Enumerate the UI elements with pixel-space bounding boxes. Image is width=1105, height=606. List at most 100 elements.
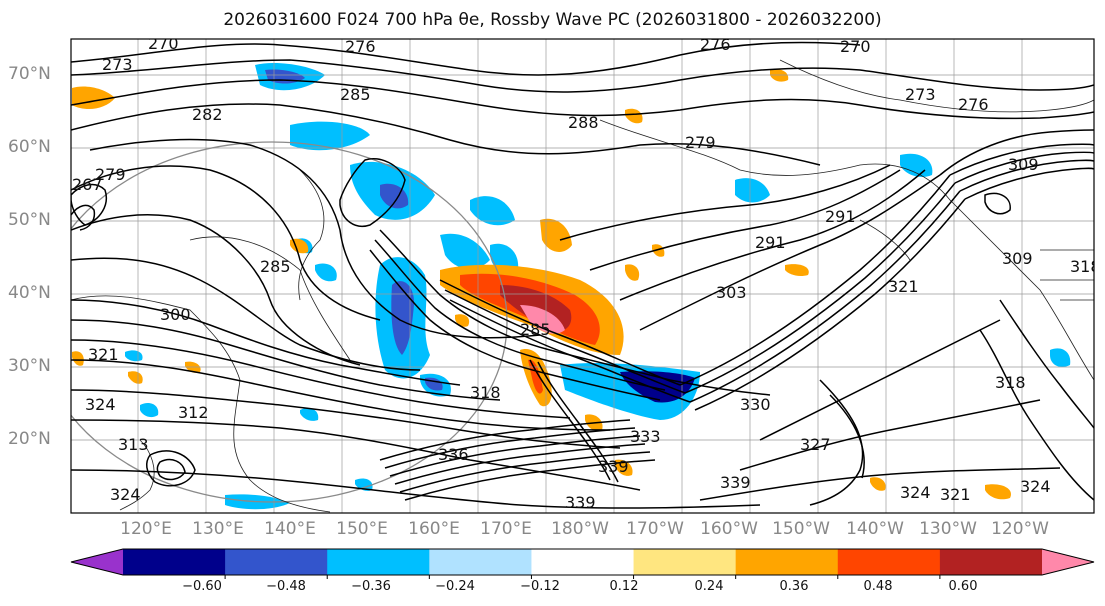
colorbar-segment xyxy=(123,549,226,575)
negative-anomaly-patch xyxy=(440,233,490,270)
colorbar-tick-label: 0.48 xyxy=(863,579,893,594)
contour-label: 324 xyxy=(110,485,141,504)
colorbar-segment xyxy=(429,549,532,575)
lon-label: 160°E xyxy=(408,519,460,539)
negative-anomaly-patch xyxy=(470,196,515,226)
lat-label: 50°N xyxy=(8,210,51,230)
colorbar-tick-label: 0.60 xyxy=(948,579,978,594)
contour-label: 318 xyxy=(470,383,501,402)
contour-label: 270 xyxy=(840,37,871,56)
contour-label: 276 xyxy=(958,95,989,114)
colorbar-segment xyxy=(735,549,839,575)
contour-labels: 270 276 276 270 273 285 288 282 279 273 … xyxy=(72,34,1101,512)
positive-anomaly-patch xyxy=(540,218,572,252)
positive-anomaly-patch xyxy=(652,244,665,257)
positive-anomaly-patch xyxy=(528,359,543,394)
positive-anomaly-patch xyxy=(770,69,789,82)
colorbar-tick-label: −0.36 xyxy=(351,579,391,594)
negative-anomaly-patch xyxy=(620,371,695,403)
lon-label: 140°E xyxy=(264,519,316,539)
positive-anomaly-patch xyxy=(455,314,470,327)
contour-label: 330 xyxy=(740,395,771,414)
positive-anomaly-patch xyxy=(128,371,143,384)
negative-anomaly-patch xyxy=(391,281,415,355)
plot-frame xyxy=(70,38,1095,514)
contour-label: 313 xyxy=(118,435,149,454)
contour-label: 312 xyxy=(178,403,209,422)
lon-label: 170°E xyxy=(480,519,532,539)
coastlines xyxy=(71,59,1094,513)
colorbar-tick-label: 0.36 xyxy=(779,579,809,594)
lat-label: 40°N xyxy=(8,283,51,303)
contour-label: 339 xyxy=(720,473,751,492)
contour-label: 324 xyxy=(900,483,931,502)
contour-label: 309 xyxy=(1008,155,1039,174)
contour-label: 339 xyxy=(598,457,629,476)
colorbar-segment xyxy=(225,549,328,575)
contour-label: 318 xyxy=(1070,257,1101,276)
colorbar-extend-max xyxy=(1042,549,1094,575)
contour-label: 282 xyxy=(192,105,223,124)
lon-label: 120°E xyxy=(120,519,172,539)
anomaly-fill-layer xyxy=(72,63,1071,510)
contour-label: 291 xyxy=(755,233,786,252)
colorbar-extend-min xyxy=(71,549,123,575)
positive-anomaly-patch xyxy=(870,477,886,491)
contour-label: 309 xyxy=(1002,249,1033,268)
contour-label: 336 xyxy=(438,445,469,464)
negative-anomaly-patch xyxy=(1050,348,1071,367)
lon-label: 150°W xyxy=(772,519,830,539)
contour-label: 300 xyxy=(160,305,191,324)
colorbar-tick-label: 0.24 xyxy=(694,579,724,594)
positive-anomaly-patch xyxy=(625,264,640,281)
colorbar-tick-label: −0.60 xyxy=(182,579,222,594)
lon-label: 130°W xyxy=(919,519,977,539)
colorbar-tick-label: −0.48 xyxy=(266,579,306,594)
lon-label: 180°W xyxy=(551,519,609,539)
contour-label: 273 xyxy=(905,85,936,104)
map-title: 2026031600 F024 700 hPa θe, Rossby Wave … xyxy=(223,10,882,30)
colorbar-segment xyxy=(633,549,737,575)
contour-label: 324 xyxy=(1020,477,1051,496)
contour-label: 291 xyxy=(825,207,856,226)
contour-label: 285 xyxy=(520,320,551,339)
negative-anomaly-patch xyxy=(735,178,770,203)
negative-anomaly-patch xyxy=(300,408,319,421)
lon-label: 130°E xyxy=(192,519,244,539)
contour-label: 321 xyxy=(888,277,919,296)
lon-label: 160°W xyxy=(700,519,758,539)
colorbar-segment xyxy=(837,549,941,575)
contour-label: 273 xyxy=(102,55,133,74)
positive-anomaly-patch xyxy=(72,351,84,366)
colorbar-segment xyxy=(327,549,430,575)
contour-label: 303 xyxy=(716,283,747,302)
positive-anomaly-patch xyxy=(615,459,633,476)
colorbar-segment xyxy=(531,549,635,575)
contour-label: 285 xyxy=(260,257,291,276)
lat-label: 70°N xyxy=(8,64,51,84)
lat-label: 20°N xyxy=(8,429,51,449)
negative-anomaly-patch xyxy=(290,121,370,151)
lon-label: 120°W xyxy=(991,519,1049,539)
negative-anomaly-patch xyxy=(315,263,337,282)
positive-anomaly-patch xyxy=(625,108,643,124)
contour-label: 339 xyxy=(565,493,596,512)
positive-anomaly-patch xyxy=(785,264,809,277)
contour-label: 276 xyxy=(345,37,376,56)
colorbar xyxy=(70,548,1095,579)
contour-label: 270 xyxy=(148,34,179,53)
lon-label: 170°W xyxy=(626,519,684,539)
colorbar-tick-label: −0.12 xyxy=(520,579,560,594)
region-circle-outline xyxy=(71,141,508,503)
positive-anomaly-patch xyxy=(985,484,1011,500)
contour-label: 333 xyxy=(630,427,661,446)
lat-label: 30°N xyxy=(8,356,51,376)
theta-e-contours xyxy=(71,41,1094,509)
colorbar-tick-label: −0.24 xyxy=(435,579,475,594)
negative-anomaly-patch xyxy=(140,403,159,418)
plot-background xyxy=(71,39,1094,513)
contour-label: 288 xyxy=(568,113,599,132)
contour-label: 327 xyxy=(800,435,831,454)
colorbar-segment xyxy=(939,549,1043,575)
